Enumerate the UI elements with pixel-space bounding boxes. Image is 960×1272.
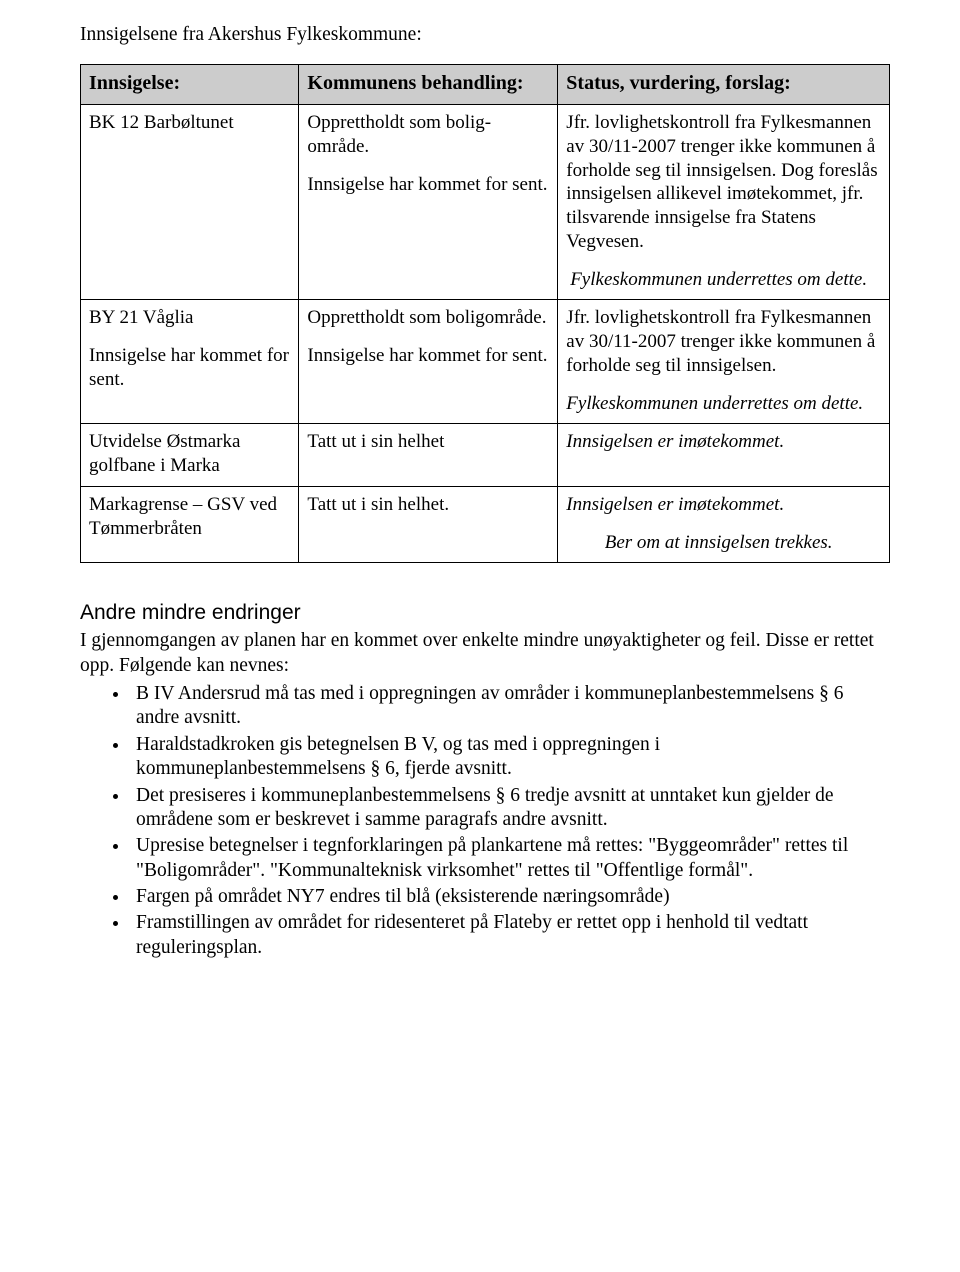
table-row: Markagrense – GSV ved Tømmerbråten Tatt … bbox=[81, 486, 890, 563]
table-row: Utvidelse Østmarka golfbane i Marka Tatt… bbox=[81, 424, 890, 487]
table-row: BY 21 Våglia Innsigelse har kommet for s… bbox=[81, 300, 890, 424]
list-item: Upresise betegnelser i tegnforklaringen … bbox=[130, 834, 890, 883]
italic-note: Fylkeskommunen underrettes om dette. bbox=[566, 392, 881, 416]
table-header-row: Innsigelse: Kommunens behandling: Status… bbox=[81, 65, 890, 105]
list-item: Det presiseres i kommuneplanbestemmelsen… bbox=[130, 784, 890, 833]
text: Tatt ut i sin helhet. bbox=[307, 493, 549, 517]
cell-handling: Opprettholdt som bolig-område. Innsigels… bbox=[299, 105, 558, 300]
cell-handling: Tatt ut i sin helhet bbox=[299, 424, 558, 487]
text: BY 21 Våglia bbox=[89, 306, 290, 330]
italic-note: Ber om at innsigelsen trekkes. bbox=[566, 531, 881, 555]
italic-note: Innsigelsen er imøtekommet. bbox=[566, 493, 881, 517]
cell-status: Jfr. lovlighetskontroll fra Fylkesmannen… bbox=[558, 300, 890, 424]
italic-note: Innsigelsen er imøtekommet. bbox=[566, 430, 881, 454]
list-item: B IV Andersrud må tas med i oppregningen… bbox=[130, 682, 890, 731]
intro-line: Innsigelsene fra Akershus Fylkeskommune: bbox=[80, 24, 890, 46]
col-header-2: Kommunens behandling: bbox=[299, 65, 558, 105]
cell-status: Jfr. lovlighetskontroll fra Fylkesmannen… bbox=[558, 105, 890, 300]
cell-status: Innsigelsen er imøtekommet. Ber om at in… bbox=[558, 486, 890, 563]
text: Innsigelse har kommet for sent. bbox=[307, 344, 549, 368]
objections-table: Innsigelse: Kommunens behandling: Status… bbox=[80, 64, 890, 563]
section-lead: I gjennomgangen av planen har en kommet … bbox=[80, 629, 890, 678]
text: Utvidelse Østmarka golfbane i Marka bbox=[89, 430, 290, 478]
text: Jfr. lovlighetskontroll fra Fylkesmannen… bbox=[566, 306, 881, 377]
bullet-list: B IV Andersrud må tas med i oppregningen… bbox=[80, 682, 890, 960]
list-item: Haraldstadkroken gis betegnelsen B V, og… bbox=[130, 733, 890, 782]
col-header-1: Innsigelse: bbox=[81, 65, 299, 105]
text: Opprettholdt som boligområde. bbox=[307, 306, 549, 330]
page: Innsigelsene fra Akershus Fylkeskommune:… bbox=[0, 0, 960, 1272]
cell-objection: BK 12 Barbøltunet bbox=[81, 105, 299, 300]
cell-status: Innsigelsen er imøtekommet. bbox=[558, 424, 890, 487]
cell-objection: BY 21 Våglia Innsigelse har kommet for s… bbox=[81, 300, 299, 424]
text: Tatt ut i sin helhet bbox=[307, 430, 549, 454]
text: Innsigelse har kommet for sent. bbox=[89, 344, 290, 392]
text: Jfr. lovlighetskontroll fra Fylkesmannen… bbox=[566, 111, 881, 254]
table-row: BK 12 Barbøltunet Opprettholdt som bolig… bbox=[81, 105, 890, 300]
text: Opprettholdt som bolig-område. bbox=[307, 111, 549, 159]
list-item: Fargen på området NY7 endres til blå (ek… bbox=[130, 885, 890, 909]
section-heading: Andre mindre endringer bbox=[80, 601, 890, 625]
col-header-3: Status, vurdering, forslag: bbox=[558, 65, 890, 105]
cell-handling: Opprettholdt som boligområde. Innsigelse… bbox=[299, 300, 558, 424]
cell-handling: Tatt ut i sin helhet. bbox=[299, 486, 558, 563]
cell-objection: Markagrense – GSV ved Tømmerbråten bbox=[81, 486, 299, 563]
text: BK 12 Barbøltunet bbox=[89, 111, 290, 135]
cell-objection: Utvidelse Østmarka golfbane i Marka bbox=[81, 424, 299, 487]
italic-note: Fylkeskommunen underrettes om dette. bbox=[566, 268, 881, 292]
text: Innsigelse har kommet for sent. bbox=[307, 173, 549, 197]
text: Markagrense – GSV ved Tømmerbråten bbox=[89, 493, 290, 541]
list-item: Framstillingen av området for ridesenter… bbox=[130, 911, 890, 960]
